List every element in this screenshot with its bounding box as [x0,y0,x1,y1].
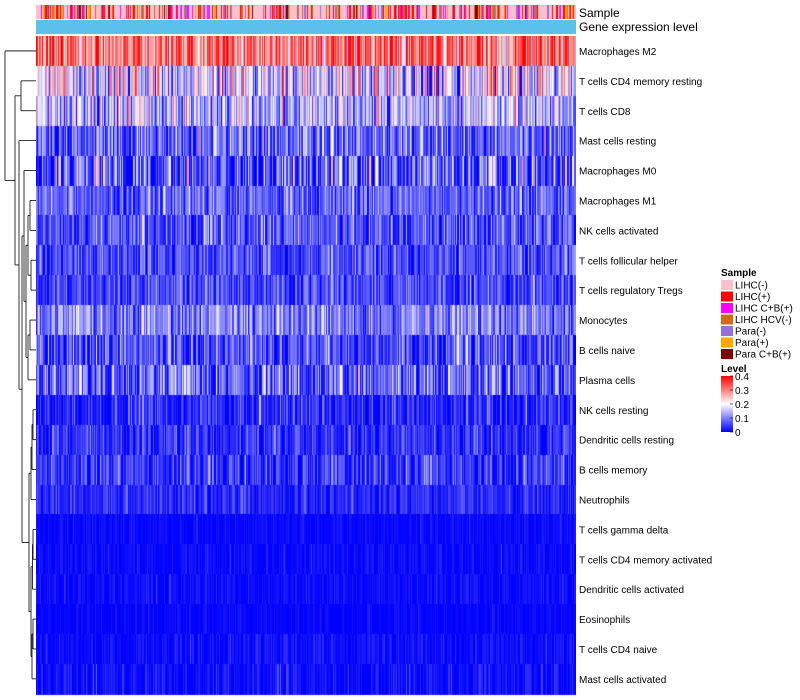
sample-legend-label: LIHC HCV(-) [735,315,792,326]
row-label: T cells regulatory Tregs [579,286,683,297]
level-legend: Level 0.4 0.3 0.2 0.1 0 [721,364,749,439]
row-label: Macrophages M1 [579,196,657,207]
row-label: Mast cells activated [579,675,666,686]
row-label: Monocytes [579,316,627,327]
sample-legend-swatch [721,326,733,336]
sample-legend-label: Para(+) [735,338,769,349]
heatmap-body [36,36,576,696]
row-label: Plasma cells [579,376,635,387]
row-label: Dendritic cells activated [579,585,684,596]
gene-expression-annotation-track [36,20,576,34]
level-tick-label: 0.1 [735,414,749,425]
row-dendrogram [4,50,36,680]
sample-legend-title: Sample [721,268,757,279]
sample-legend-swatch [721,291,733,302]
sample-legend-label: LIHC(-) [735,281,768,292]
row-label: Neutrophils [579,495,630,506]
row-label: B cells memory [579,466,647,477]
sample-legend-label: Para(-) [735,327,766,338]
row-label: NK cells resting [579,406,648,417]
row-label: Macrophages M0 [579,167,657,178]
row-label: T cells CD8 [579,107,631,118]
row-label: Eosinophils [579,615,630,626]
sample-legend-swatch [721,314,733,325]
sample-legend-swatch [721,280,733,290]
row-labels: Macrophages M2 T cells CD4 memory resting… [579,47,712,686]
level-legend-title: Level [721,364,747,375]
level-tick-label: 0.2 [735,400,749,411]
sample-legend-label: LIHC(+) [735,292,770,303]
sample-legend-swatch [721,303,733,313]
row-label: T cells gamma delta [579,525,669,536]
sample-legend-swatch [721,349,733,359]
gene-expression-track-label: Gene expression level [579,20,698,34]
sample-legend-swatch [721,337,733,348]
sample-legend-label: Para C+B(+) [735,350,791,361]
level-tick-label: 0 [735,428,741,439]
row-label: T cells CD4 memory resting [579,77,702,88]
level-tick-label: 0.3 [735,386,749,397]
row-label: Mast cells resting [579,137,656,148]
sample-legend-label: LIHC C+B(+) [735,304,793,315]
sample-legend: Sample LIHC(-)LIHC(+)LIHC C+B(+)LIHC HCV… [721,268,793,361]
row-label: T cells CD4 memory activated [579,555,712,566]
row-label: T cells CD4 naive [579,645,658,656]
sample-track-label: Sample [579,6,620,20]
row-label: Macrophages M2 [579,47,657,58]
row-label: T cells follicular helper [579,256,678,267]
sample-annotation-track [36,5,576,19]
level-tick-label: 0.4 [735,372,749,383]
row-label: NK cells activated [579,226,658,237]
row-label: Dendritic cells resting [579,436,674,447]
row-label: B cells naive [579,346,636,357]
